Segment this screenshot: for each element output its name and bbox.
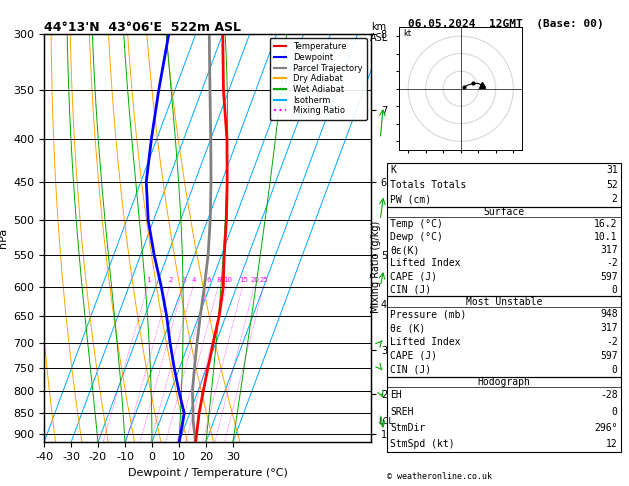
Text: 317: 317 bbox=[600, 323, 618, 333]
Text: 4: 4 bbox=[192, 278, 196, 283]
Text: 3: 3 bbox=[182, 278, 186, 283]
Text: 44°13'N  43°06'E  522m ASL: 44°13'N 43°06'E 522m ASL bbox=[44, 21, 241, 34]
Text: θε (K): θε (K) bbox=[390, 323, 425, 333]
Bar bbox=[387, 163, 621, 207]
Text: -2: -2 bbox=[606, 337, 618, 347]
Text: CAPE (J): CAPE (J) bbox=[390, 351, 437, 361]
Text: Pressure (mb): Pressure (mb) bbox=[390, 309, 466, 319]
Text: StmSpd (kt): StmSpd (kt) bbox=[390, 439, 455, 449]
Text: 10: 10 bbox=[223, 278, 232, 283]
Text: © weatheronline.co.uk: © weatheronline.co.uk bbox=[387, 472, 492, 481]
Text: 15: 15 bbox=[239, 278, 248, 283]
Text: θε(K): θε(K) bbox=[390, 245, 420, 255]
Text: 296°: 296° bbox=[594, 423, 618, 433]
Text: 597: 597 bbox=[600, 351, 618, 361]
Text: 6: 6 bbox=[206, 278, 211, 283]
Text: 20: 20 bbox=[250, 278, 259, 283]
Text: Surface: Surface bbox=[483, 207, 525, 217]
Text: K: K bbox=[390, 165, 396, 175]
Text: 2: 2 bbox=[612, 194, 618, 204]
Text: 597: 597 bbox=[600, 272, 618, 282]
Text: Totals Totals: Totals Totals bbox=[390, 180, 466, 190]
Text: StmDir: StmDir bbox=[390, 423, 425, 433]
Text: EH: EH bbox=[390, 390, 402, 400]
Bar bbox=[387, 296, 621, 377]
Text: 06.05.2024  12GMT  (Base: 00): 06.05.2024 12GMT (Base: 00) bbox=[408, 19, 604, 30]
Text: 2: 2 bbox=[168, 278, 172, 283]
Text: CIN (J): CIN (J) bbox=[390, 364, 431, 375]
X-axis label: Dewpoint / Temperature (°C): Dewpoint / Temperature (°C) bbox=[128, 468, 287, 478]
Text: CAPE (J): CAPE (J) bbox=[390, 272, 437, 282]
Text: Dewp (°C): Dewp (°C) bbox=[390, 232, 443, 242]
Text: PW (cm): PW (cm) bbox=[390, 194, 431, 204]
Text: 8: 8 bbox=[216, 278, 221, 283]
Text: km
ASL: km ASL bbox=[369, 22, 388, 43]
Text: CIN (J): CIN (J) bbox=[390, 285, 431, 295]
Text: Mixing Ratio (g/kg): Mixing Ratio (g/kg) bbox=[371, 221, 381, 313]
Text: Lifted Index: Lifted Index bbox=[390, 259, 460, 268]
Text: -2: -2 bbox=[606, 259, 618, 268]
Text: Most Unstable: Most Unstable bbox=[465, 297, 542, 307]
Text: 0: 0 bbox=[612, 364, 618, 375]
Legend: Temperature, Dewpoint, Parcel Trajectory, Dry Adiabat, Wet Adiabat, Isotherm, Mi: Temperature, Dewpoint, Parcel Trajectory… bbox=[270, 38, 367, 120]
Text: -28: -28 bbox=[600, 390, 618, 400]
Text: 317: 317 bbox=[600, 245, 618, 255]
Text: kt: kt bbox=[403, 29, 411, 38]
Text: SREH: SREH bbox=[390, 407, 413, 417]
Text: 31: 31 bbox=[606, 165, 618, 175]
Text: 10.1: 10.1 bbox=[594, 232, 618, 242]
Text: 25: 25 bbox=[260, 278, 269, 283]
Bar bbox=[387, 377, 621, 452]
Text: 52: 52 bbox=[606, 180, 618, 190]
Text: Temp (°C): Temp (°C) bbox=[390, 219, 443, 229]
Text: LCL: LCL bbox=[377, 417, 392, 426]
Bar bbox=[387, 207, 621, 296]
Text: 1: 1 bbox=[147, 278, 151, 283]
Y-axis label: hPa: hPa bbox=[0, 228, 8, 248]
Text: Lifted Index: Lifted Index bbox=[390, 337, 460, 347]
Text: 0: 0 bbox=[612, 285, 618, 295]
Text: Hodograph: Hodograph bbox=[477, 377, 530, 387]
Text: 948: 948 bbox=[600, 309, 618, 319]
Text: 0: 0 bbox=[612, 407, 618, 417]
Text: 16.2: 16.2 bbox=[594, 219, 618, 229]
Text: 12: 12 bbox=[606, 439, 618, 449]
